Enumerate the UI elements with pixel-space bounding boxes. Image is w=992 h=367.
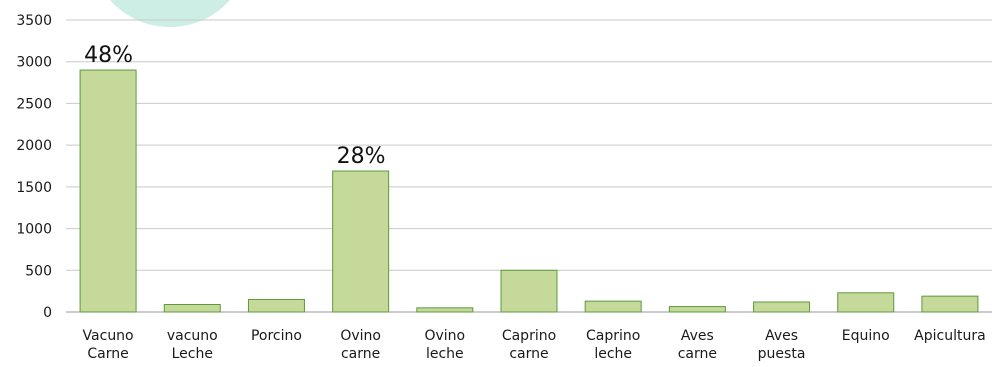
bars bbox=[79, 69, 979, 313]
bar bbox=[584, 300, 642, 313]
y-tick-label: 1500 bbox=[16, 180, 52, 196]
y-tick-label: 500 bbox=[25, 263, 52, 279]
y-tick-label: 0 bbox=[43, 305, 52, 321]
x-tick-label: Porcino bbox=[251, 328, 302, 344]
bar bbox=[79, 69, 137, 313]
watermark-shape bbox=[110, 0, 230, 28]
bar bbox=[332, 170, 390, 313]
x-tick-label: Ovino carne bbox=[340, 328, 381, 362]
y-tick-label: 2500 bbox=[16, 96, 52, 112]
x-tick-label: Apicultura bbox=[914, 328, 986, 344]
x-tick-label: Ovino leche bbox=[424, 328, 465, 362]
bar bbox=[247, 298, 305, 313]
x-tick-label: Caprino carne bbox=[502, 328, 556, 362]
y-tick-label: 1000 bbox=[16, 222, 52, 238]
bar bbox=[753, 301, 811, 313]
x-tick-label: Aves carne bbox=[678, 328, 717, 362]
annotations: 48% 28% bbox=[84, 43, 385, 169]
bar bbox=[500, 269, 558, 313]
bar bbox=[163, 303, 221, 313]
percentage-annotation: 28% bbox=[337, 144, 386, 169]
y-tick-label: 3000 bbox=[16, 55, 52, 71]
y-tick-label: 3500 bbox=[16, 13, 52, 29]
bar bbox=[416, 307, 474, 313]
bar bbox=[921, 295, 979, 313]
x-tick-label: vacuno Leche bbox=[167, 328, 218, 362]
y-tick-label: 2000 bbox=[16, 138, 52, 154]
bar bbox=[668, 306, 726, 313]
x-tick-label: Caprino leche bbox=[586, 328, 640, 362]
watermark-circle bbox=[110, 0, 230, 28]
x-tick-label: Aves puesta bbox=[758, 328, 806, 362]
bar bbox=[837, 292, 895, 313]
percentage-annotation: 48% bbox=[84, 43, 133, 68]
y-axis-ticks: 0 500 1000 1500 2000 2500 3000 3500 bbox=[16, 13, 52, 321]
gridlines bbox=[66, 19, 992, 313]
x-tick-label: Equino bbox=[842, 328, 890, 344]
x-axis-labels: Vacuno Carne vacuno Leche Porcino Ovino carne O… bbox=[83, 328, 986, 362]
x-tick-label: Vacuno Carne bbox=[83, 328, 134, 362]
